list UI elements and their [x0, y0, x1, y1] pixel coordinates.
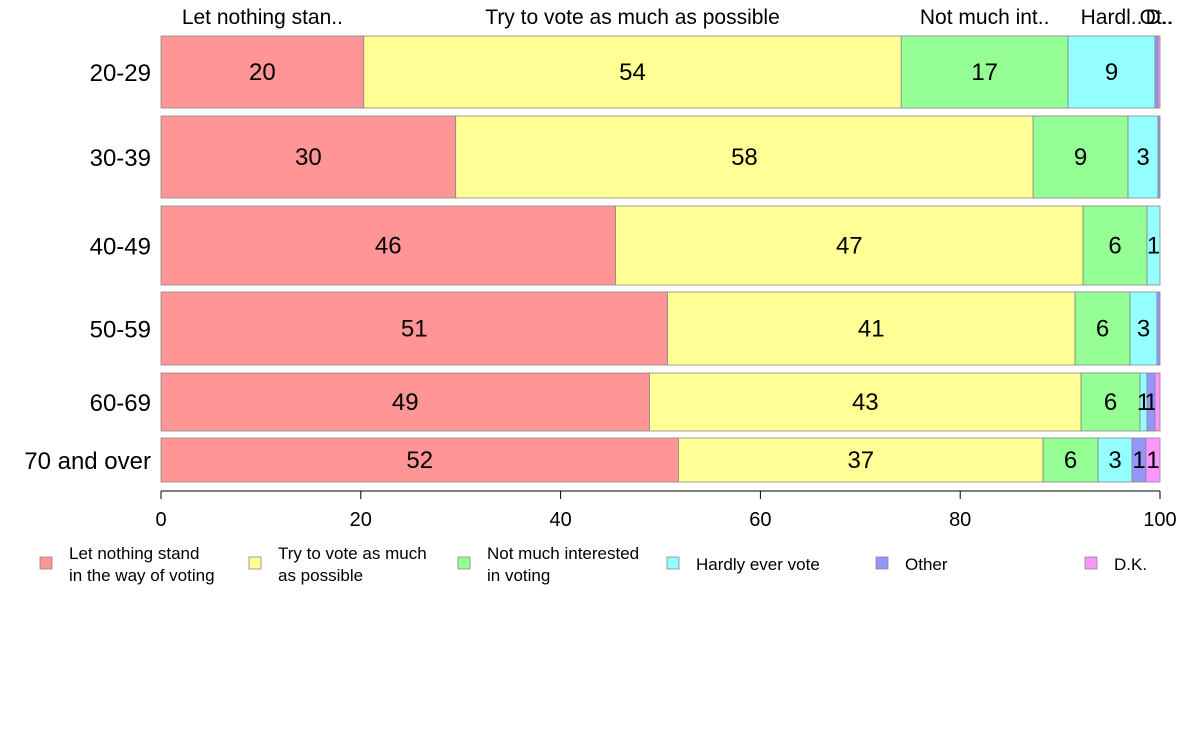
bar-value-label: 51	[401, 316, 428, 343]
bar-segment	[1157, 115, 1161, 199]
legend-swatch	[666, 556, 680, 570]
series-top-label: Not much int..	[920, 6, 1050, 29]
x-tick-label: 20	[350, 509, 372, 531]
bar-segment	[455, 115, 1034, 199]
series-top-label: Try to vote as much as possible	[485, 6, 780, 29]
bar-value-label: 54	[619, 59, 646, 86]
top-series-labels: Let nothing stan.. Try to vote as much as…	[182, 6, 1174, 29]
bar-value-label: 3	[1137, 316, 1150, 343]
bar-segment	[615, 205, 1084, 286]
legend-swatch	[248, 556, 262, 570]
legend-label: Hardly ever vote	[696, 555, 820, 574]
bar-value-label: 6	[1096, 316, 1109, 343]
bar-segment	[160, 437, 679, 483]
legend-swatch	[875, 556, 889, 570]
bar-segment	[1146, 205, 1161, 286]
bar-segment	[1080, 372, 1141, 432]
bar-segment	[363, 35, 902, 109]
bar-value-label: 6	[1108, 233, 1121, 260]
bar-segment	[160, 115, 457, 199]
bar-segment	[1145, 437, 1161, 483]
legend-swatch	[39, 556, 53, 570]
bar-segment	[160, 291, 668, 366]
bar-segment	[1127, 115, 1159, 199]
legend-label: Try to vote as much as possible	[278, 544, 427, 585]
bar-segment	[160, 205, 616, 286]
bar-segment	[678, 437, 1044, 483]
bar-value-label: 6	[1104, 389, 1117, 416]
x-tick-label: 100	[1143, 509, 1176, 531]
legend-swatch	[457, 556, 471, 570]
bar-segment	[1042, 437, 1099, 483]
bar-value-label: 9	[1074, 144, 1087, 171]
bar-value-label: 47	[836, 233, 863, 260]
category-label: 30-39	[90, 145, 151, 172]
bar-value-label: 58	[731, 144, 758, 171]
x-tick-label: 60	[749, 509, 771, 531]
bar-value-label: 37	[847, 447, 874, 474]
bar-segment	[160, 372, 650, 432]
bar-value-label: 3	[1108, 447, 1121, 474]
bar-segment	[1154, 372, 1161, 432]
category-label: 40-49	[90, 234, 151, 261]
series-top-label: D..	[1146, 6, 1173, 29]
bar-segment	[1082, 205, 1148, 286]
category-label: 70 and over	[24, 448, 151, 475]
x-tick-label: 0	[155, 509, 166, 531]
bar-value-label: 20	[249, 59, 276, 86]
series-top-label: Ot..	[1140, 6, 1174, 29]
x-tick-label: 40	[549, 509, 571, 531]
bar-value-label: 30	[295, 144, 322, 171]
bar-segment	[1157, 35, 1161, 109]
bar-value-label: 1	[1132, 447, 1145, 474]
bar-segment	[649, 372, 1082, 432]
bar-value-label: 43	[852, 389, 879, 416]
bar-value-label: 3	[1136, 144, 1149, 171]
bar-value-label: 17	[971, 59, 998, 86]
category-label: 50-59	[90, 317, 151, 344]
legend-label: D.K.	[1114, 555, 1147, 574]
bar-segment	[1074, 291, 1131, 366]
series-top-label: Hardl..	[1081, 6, 1143, 29]
bar-segment	[1097, 437, 1133, 483]
bar-value-label: 49	[392, 389, 419, 416]
bar-segment	[1067, 35, 1156, 109]
legend-label: Let nothing stand in the way of voting	[69, 544, 215, 585]
category-label: 60-69	[90, 390, 151, 417]
bar-segment	[1154, 35, 1159, 109]
legend-label: Not much interested in voting	[487, 544, 639, 585]
bar-segment	[1156, 291, 1161, 366]
category-label: 20-29	[90, 60, 151, 87]
x-axis: 0 20 40 60 80 100	[155, 490, 1177, 531]
legend-label: Other	[905, 555, 948, 574]
series-top-label: Let nothing stan..	[182, 6, 343, 29]
category-labels: 20-29 30-39 40-49 50-59 60-69 70 and over	[24, 60, 151, 475]
bar-value-label: 1	[1146, 447, 1159, 474]
bar-value-label: 9	[1105, 59, 1118, 86]
bar-value-label: 52	[406, 447, 433, 474]
legend: Let nothing stand in the way of voting Try…	[39, 544, 1147, 585]
legend-swatch	[1084, 556, 1098, 570]
bar-value-label: 46	[375, 233, 402, 260]
bar-value-label: 6	[1064, 447, 1077, 474]
bar-value-label: 1	[1147, 233, 1160, 260]
bar-segment	[1032, 115, 1129, 199]
bar-value-label: 1	[1144, 389, 1157, 416]
bar-value-label: 41	[858, 316, 885, 343]
x-tick-label: 80	[949, 509, 971, 531]
